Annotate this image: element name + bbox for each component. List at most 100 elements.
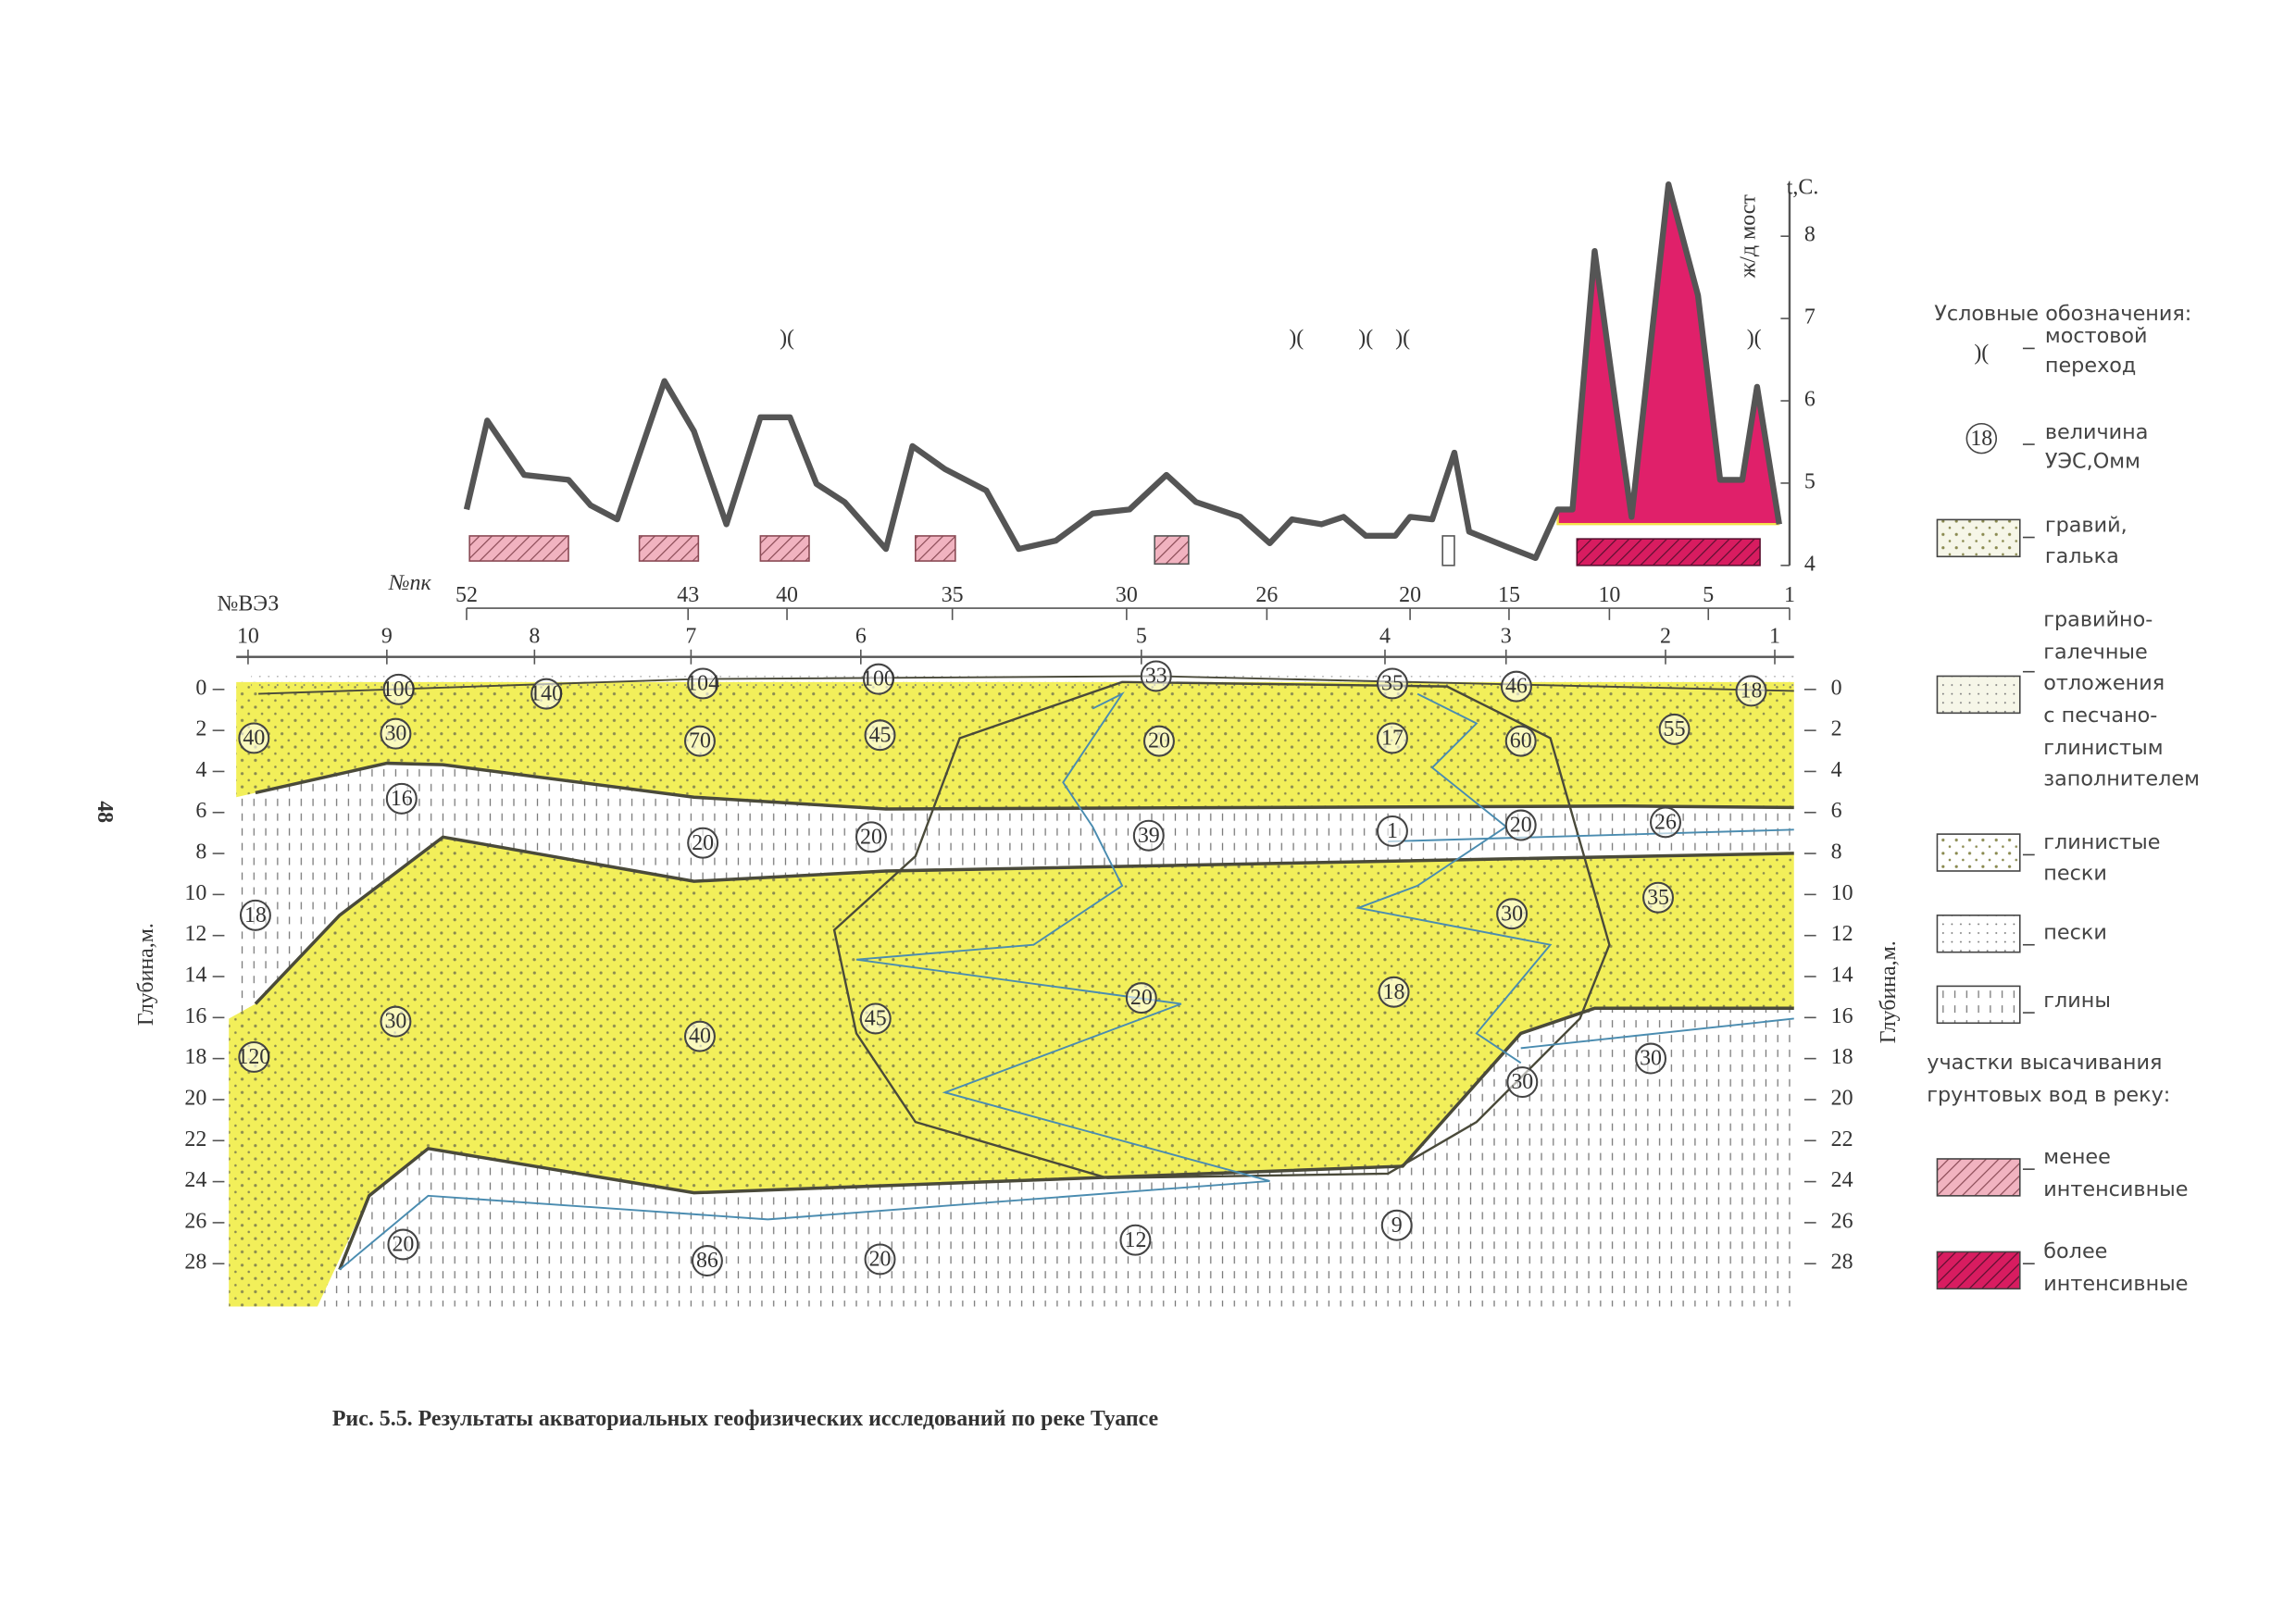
legend-label: пески xyxy=(2043,920,2107,944)
resistivity-value: 30 xyxy=(384,722,406,746)
legend-swatch xyxy=(1936,1158,2021,1197)
resistivity-circle xyxy=(238,722,270,754)
depth-tick-label-right: 20 xyxy=(1831,1086,1853,1110)
resistivity-value: 18 xyxy=(1383,980,1405,1004)
temperature-tick-label: 5 xyxy=(1804,469,1816,493)
picket-number: 5 xyxy=(1703,583,1714,607)
depth-tick-label: 18 xyxy=(184,1045,206,1069)
resistivity-value: 9 xyxy=(1391,1214,1403,1238)
legend-label: заполнителем xyxy=(2043,767,2200,791)
depth-axis-label: Глубина,м. xyxy=(134,923,158,1026)
profile-lines xyxy=(339,691,1794,1271)
resistivity-circle xyxy=(380,717,412,750)
resistivity-circle xyxy=(1658,713,1691,745)
resistivity-circle xyxy=(687,827,719,859)
ves-number: 5 xyxy=(1136,624,1147,648)
legend-symbol: 18 xyxy=(1970,427,1992,451)
bridge-symbol: )( xyxy=(1395,326,1410,350)
legend-label: интенсивные xyxy=(2043,1272,2188,1296)
bridge-symbol: )( xyxy=(1289,326,1304,350)
resistivity-value: 18 xyxy=(244,903,267,927)
ves-number: 9 xyxy=(381,624,393,648)
resistivity-value: 20 xyxy=(392,1233,414,1257)
resistivity-value: 35 xyxy=(1647,886,1669,910)
resistivity-value: 30 xyxy=(1501,902,1523,926)
resistivity-circle xyxy=(864,719,896,752)
resistivity-circle xyxy=(1125,982,1157,1014)
resistivity-circle xyxy=(1140,660,1172,692)
depth-tick-label-right: 16 xyxy=(1831,1004,1853,1028)
resistivity-value: 20 xyxy=(860,825,882,849)
legend-label: гравийно- xyxy=(2043,607,2152,631)
depth-tick-label-right: 12 xyxy=(1831,922,1853,946)
depth-tick-label-right: 28 xyxy=(1831,1251,1853,1275)
resistivity-value: 17 xyxy=(1381,727,1404,751)
resistivity-value: 20 xyxy=(1510,814,1532,838)
picket-number: 43 xyxy=(677,583,699,607)
resistivity-circle xyxy=(1376,667,1408,700)
page-number: 48 xyxy=(93,801,117,823)
resistivity-value: 35 xyxy=(1381,672,1404,696)
depth-tick-label-right: 6 xyxy=(1831,799,1842,823)
temperature-tick-label: 7 xyxy=(1804,305,1816,330)
temperature-tick-label: 8 xyxy=(1804,223,1816,247)
legend-label: величина xyxy=(2045,420,2149,444)
legend-label: более xyxy=(2043,1239,2107,1263)
depth-axis-label-right: Глубина,м. xyxy=(1877,940,1901,1043)
legend-label: глинистым xyxy=(2043,736,2163,760)
resistivity-value: 70 xyxy=(689,729,711,753)
resistivity-value: 46 xyxy=(1505,675,1528,699)
depth-tick-label-right: 14 xyxy=(1831,964,1853,988)
resistivity-circle xyxy=(1506,1066,1539,1099)
resistivity-circle xyxy=(1119,1224,1152,1256)
bridge-symbol: )( xyxy=(780,326,794,350)
resistivity-value: 30 xyxy=(1511,1070,1533,1094)
legend-swatch xyxy=(1936,833,2021,872)
depth-tick-label: 12 xyxy=(184,922,206,946)
picket-number: 35 xyxy=(942,583,964,607)
picket-number: 52 xyxy=(455,583,478,607)
depth-tick-label: 20 xyxy=(184,1086,206,1110)
resistivity-value: 30 xyxy=(1640,1047,1662,1071)
legend-swatch xyxy=(1936,985,2021,1025)
resistivity-value: 86 xyxy=(696,1249,718,1273)
depth-tick-label: 10 xyxy=(184,881,206,905)
resistivity-value: 33 xyxy=(1145,665,1167,689)
legend-label: с песчано- xyxy=(2043,703,2157,728)
ves-number: 10 xyxy=(237,624,259,648)
resistivity-circle xyxy=(1735,675,1767,707)
picket-number: 10 xyxy=(1598,583,1620,607)
picket-number: 26 xyxy=(1255,583,1278,607)
picket-number: 30 xyxy=(1116,583,1138,607)
ves-number: 2 xyxy=(1660,624,1671,648)
legend-label: УЭС,Омм xyxy=(2045,450,2140,474)
resistivity-value: 40 xyxy=(243,727,265,751)
legend-circle xyxy=(1965,422,1998,454)
resistivity-circle xyxy=(683,725,716,757)
depth-tick-label: 22 xyxy=(184,1127,206,1151)
resistivity-value: 39 xyxy=(1138,824,1160,848)
resistivity-value: 40 xyxy=(689,1025,711,1049)
legend-label: гравий, xyxy=(2045,513,2128,537)
legend-label: галька xyxy=(2045,544,2119,568)
legend-label: отложения xyxy=(2043,671,2165,695)
depth-tick-label: 2 xyxy=(195,717,206,741)
depth-tick-label-right: 0 xyxy=(1831,676,1842,700)
resistivity-value: 45 xyxy=(869,723,892,747)
ves-number: 7 xyxy=(685,624,696,648)
legend-label: мостовой xyxy=(2045,324,2148,348)
temperature-tick-label: 4 xyxy=(1804,552,1816,576)
picket-number: 15 xyxy=(1498,583,1520,607)
resistivity-value: 30 xyxy=(384,1010,406,1034)
depth-tick-label: 4 xyxy=(195,758,206,782)
resistivity-circle xyxy=(387,1228,419,1261)
legend-swatch xyxy=(1936,915,2021,953)
legend-label: менее xyxy=(2043,1145,2111,1169)
resistivity-circle xyxy=(1650,806,1681,839)
resistivity-circle xyxy=(687,667,719,700)
resistivity-circle xyxy=(1504,725,1537,757)
bridge-symbol: )( xyxy=(1358,326,1373,350)
gravel-layers xyxy=(229,676,1794,1307)
resistivity-value: 1 xyxy=(1387,819,1398,843)
